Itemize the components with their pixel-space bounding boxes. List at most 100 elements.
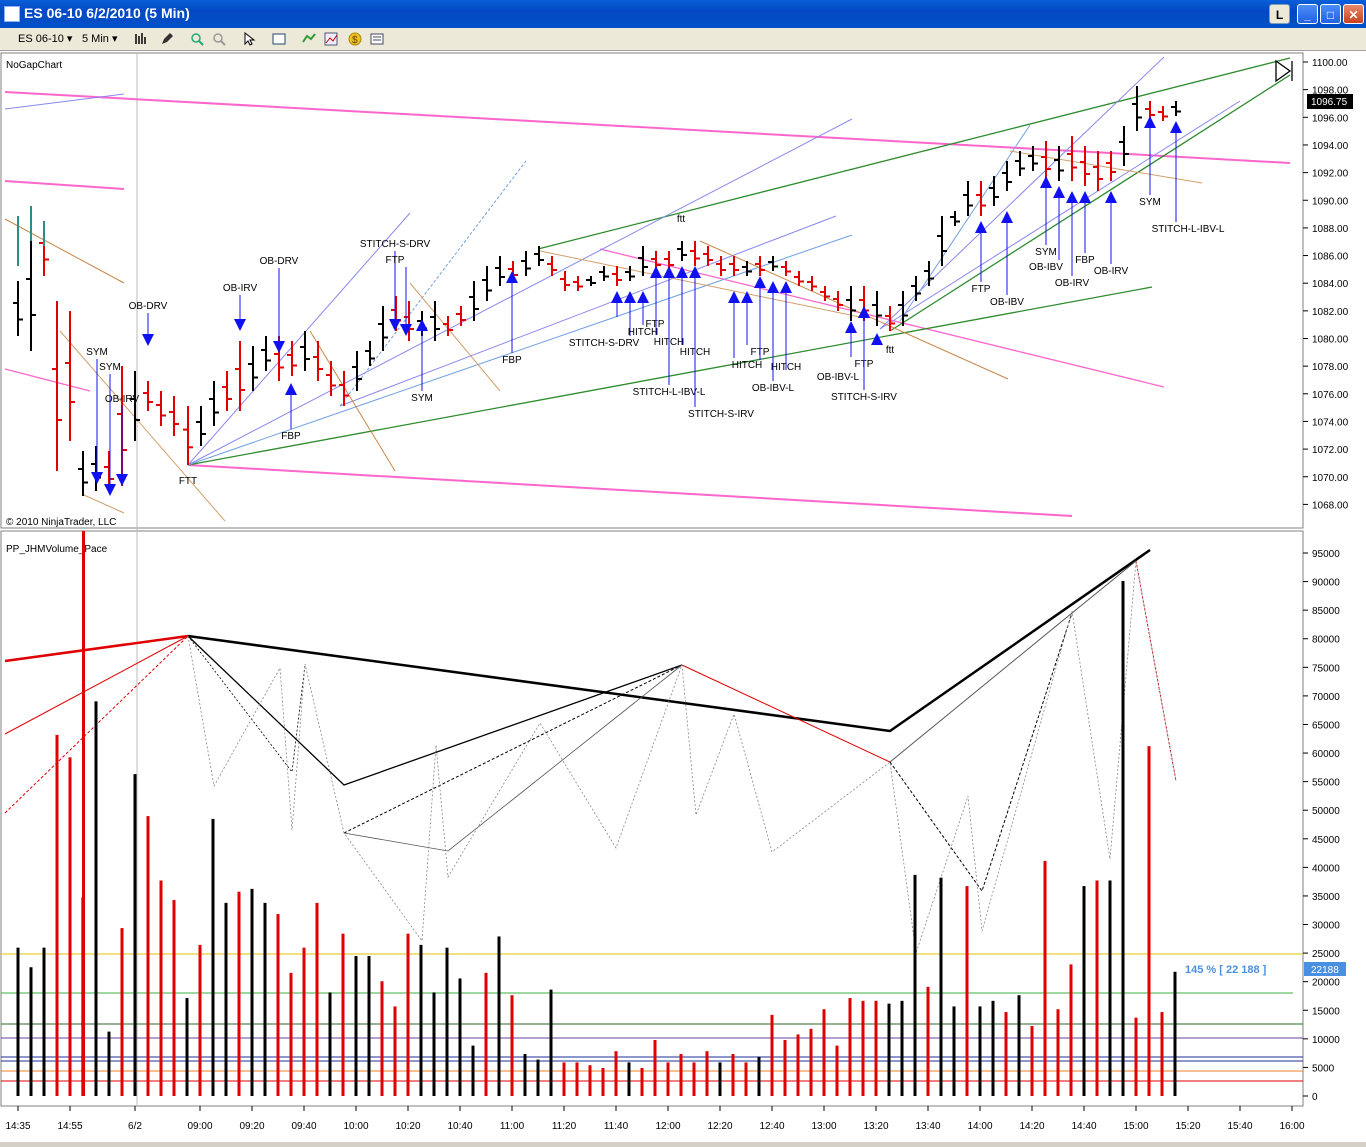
- chart-trader-icon[interactable]: [324, 32, 338, 46]
- volume-bar: [1147, 746, 1151, 1096]
- time-tick-label: 14:00: [967, 1121, 992, 1132]
- volume-bar: [42, 947, 46, 1096]
- up-arrow-icon: [416, 319, 428, 331]
- volume-bar: [1030, 1026, 1034, 1096]
- volume-bar: [1173, 971, 1177, 1096]
- volume-bar: [978, 1006, 982, 1096]
- strategy-icon[interactable]: [302, 32, 316, 46]
- signal-label: STITCH-S-DRV: [360, 239, 431, 250]
- price-tick-label: 1080.00: [1312, 335, 1349, 346]
- time-tick-label: 11:40: [604, 1121, 629, 1132]
- down-arrow-icon: [273, 341, 285, 353]
- scroll-end-icon[interactable]: [1275, 59, 1293, 83]
- volume-bar: [783, 1040, 787, 1096]
- pencil-icon[interactable]: [160, 32, 174, 46]
- volume-bar: [198, 944, 202, 1096]
- up-arrow-icon: [871, 333, 883, 345]
- volume-bar: [848, 998, 852, 1096]
- price-tick-label: 1074.00: [1312, 417, 1349, 428]
- volume-tick-label: 60000: [1312, 749, 1340, 760]
- instrument-selector[interactable]: ES 06-10 ▾: [18, 33, 73, 45]
- time-tick-label: 10:00: [343, 1121, 368, 1132]
- time-tick-label: 09:00: [187, 1121, 212, 1132]
- volume-tick-label: 90000: [1312, 578, 1340, 589]
- volume-bar: [432, 992, 436, 1096]
- time-tick-label: 15:40: [1227, 1121, 1252, 1132]
- up-arrow-icon: [767, 281, 779, 293]
- down-arrow-icon: [389, 319, 401, 331]
- cursor-icon[interactable]: [242, 32, 256, 46]
- signal-label: SYM: [99, 362, 121, 373]
- volume-tick-label: 0: [1312, 1092, 1318, 1103]
- volume-bar: [601, 1068, 605, 1096]
- volume-bar: [120, 928, 124, 1096]
- volume-bar: [1095, 880, 1099, 1096]
- interval-selector[interactable]: 5 Min ▾: [82, 33, 118, 45]
- properties-icon[interactable]: [272, 32, 286, 46]
- volume-bar: [29, 967, 33, 1096]
- up-arrow-icon: [650, 266, 662, 278]
- maximize-button[interactable]: □: [1320, 4, 1341, 24]
- volume-bar: [367, 956, 371, 1096]
- volume-bar: [926, 986, 930, 1096]
- chart-canvas[interactable]: NoGapChart © 2010 NinjaTrader, LLC PP_JH…: [0, 51, 1366, 1142]
- chart-area[interactable]: NoGapChart © 2010 NinjaTrader, LLC PP_JH…: [0, 51, 1366, 1142]
- volume-bar: [952, 1006, 956, 1096]
- volume-bar: [224, 902, 228, 1096]
- volume-bar: [887, 1003, 891, 1096]
- zoom-out-icon[interactable]: [212, 32, 226, 46]
- up-arrow-icon: [741, 291, 753, 303]
- volume-tick-label: 25000: [1312, 949, 1340, 960]
- signal-label: FTP: [386, 255, 405, 266]
- signal-label: STITCH-L-IBV-L: [633, 387, 706, 398]
- window-titlebar: ES 06-10 6/2/2010 (5 Min) L _ □ ✕: [0, 0, 1366, 28]
- zoom-in-icon[interactable]: [190, 32, 204, 46]
- up-arrow-icon: [845, 321, 857, 333]
- price-tick-label: 1092.00: [1312, 169, 1349, 180]
- volume-bar: [757, 1056, 761, 1096]
- volume-bar: [250, 888, 254, 1096]
- signal-label: FTP: [972, 284, 991, 295]
- volume-bar: [458, 978, 462, 1096]
- up-arrow-icon: [663, 266, 675, 278]
- signal-label: FBP: [1075, 255, 1095, 266]
- up-arrow-icon: [728, 291, 740, 303]
- volume-bar: [237, 891, 241, 1096]
- time-tick-label: 14:55: [57, 1121, 82, 1132]
- up-arrow-icon: [1170, 121, 1182, 133]
- volume-bar: [666, 1062, 670, 1096]
- window-title: ES 06-10 6/2/2010 (5 Min): [24, 5, 190, 21]
- price-tick-label: 1094.00: [1312, 141, 1349, 152]
- volume-bar: [497, 936, 501, 1096]
- signal-label: FTP: [646, 319, 665, 330]
- signal-label: OB-DRV: [260, 256, 299, 267]
- volume-bar: [1082, 886, 1086, 1096]
- volume-bar: [1056, 1009, 1060, 1096]
- chart-toolbar: ES 06-10 ▾ 5 Min ▾ $: [0, 28, 1366, 51]
- price-tick-label: 1090.00: [1312, 196, 1349, 207]
- time-tick-label: 14:20: [1019, 1121, 1044, 1132]
- volume-bar: [731, 1054, 735, 1096]
- volume-bar: [965, 886, 969, 1096]
- volume-bar: [354, 956, 358, 1096]
- time-tick-label: 13:00: [811, 1121, 836, 1132]
- bar-style-icon[interactable]: [134, 32, 148, 46]
- signal-label: OB-IRV: [1055, 278, 1090, 289]
- volume-bar: [302, 947, 306, 1096]
- signal-label: FBP: [281, 431, 301, 442]
- data-box-icon[interactable]: [370, 32, 384, 46]
- up-arrow-icon: [676, 266, 688, 278]
- price-tick-label: 1084.00: [1312, 279, 1349, 290]
- link-button[interactable]: L: [1269, 4, 1290, 24]
- volume-panel[interactable]: [0, 530, 1304, 1107]
- down-arrow-icon: [91, 472, 103, 484]
- signal-label: SYM: [411, 393, 433, 404]
- dollar-icon[interactable]: $: [348, 32, 362, 46]
- up-arrow-icon: [1105, 191, 1117, 203]
- time-tick-label: 10:20: [395, 1121, 420, 1132]
- close-button[interactable]: ✕: [1343, 4, 1364, 24]
- volume-tick-label: 30000: [1312, 921, 1340, 932]
- volume-bar: [536, 1059, 540, 1096]
- minimize-button[interactable]: _: [1297, 4, 1318, 24]
- price-panel[interactable]: [0, 52, 1304, 529]
